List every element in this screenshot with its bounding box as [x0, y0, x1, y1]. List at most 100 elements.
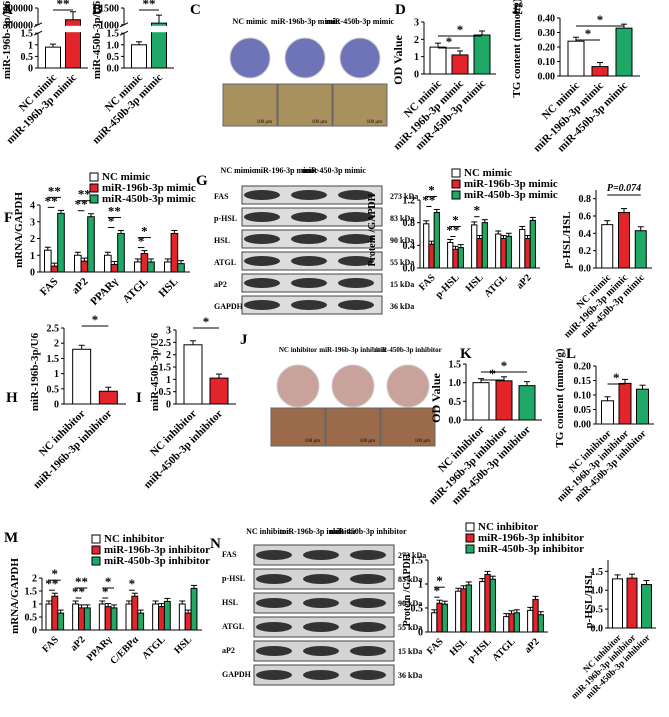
G-band: [291, 300, 327, 310]
N-legend-label: NC inhibitor: [478, 521, 538, 533]
G-quant-ytick-label: 0.4: [403, 241, 416, 252]
F-ytick-label: 3: [30, 217, 35, 228]
M-bar: [45, 603, 53, 631]
N-row-label: p-HSL: [222, 574, 245, 583]
N-ratio-ytick-label: 0.5: [591, 605, 604, 616]
N-band: [303, 574, 339, 584]
N-band: [350, 598, 386, 608]
N-quant-bar: [484, 573, 491, 633]
G-quant-ytick-label: 0.0: [403, 264, 416, 275]
G-quant-xtick-label: aP2: [514, 272, 533, 291]
N-legend-swatch: [465, 522, 475, 532]
N-legend-label: miR-450b-3p inhibitor: [478, 543, 584, 555]
N-quant-ytick-label: 1.5: [411, 556, 424, 567]
F-ytick-label: 2: [30, 234, 35, 245]
M-ytick-label: 1.5: [25, 587, 38, 598]
B-ytick-label: 1500: [99, 4, 119, 15]
C-scale: 100 μm: [367, 120, 382, 125]
M-sig-star: *: [102, 584, 109, 599]
G-legend-label: miR-450b-3p mimic: [464, 189, 558, 201]
C-dish: [229, 37, 271, 79]
K-ytick-label: 1.0: [449, 378, 462, 389]
G-ratio-ytick-label: 0.0: [579, 264, 592, 275]
G-band: [291, 278, 327, 288]
G-quant-bar: [457, 247, 464, 269]
G-legend-label: NC mimic: [464, 167, 512, 179]
E-sig-star: *: [597, 12, 604, 27]
I-sig-star: *: [203, 314, 210, 329]
N-band: [256, 622, 292, 632]
M-ytick-label: 0.5: [25, 613, 38, 624]
K-bar: [518, 385, 536, 421]
F-sig-star: **: [108, 203, 121, 218]
D-ylabel: OD Value: [391, 34, 405, 84]
G-quant-bar: [471, 224, 478, 269]
M-bar: [72, 603, 80, 631]
G-band: [338, 234, 374, 244]
I-ytick-label: 3: [166, 326, 171, 337]
G-band: [244, 190, 280, 200]
F-bar: [177, 263, 185, 273]
F-bar: [147, 261, 155, 273]
J-scale: 100 μm: [360, 439, 375, 444]
G-row-label: HSL: [214, 236, 230, 245]
N-kda: 15 kDa: [398, 647, 422, 656]
M-bar: [78, 607, 85, 631]
G-quant-bar: [428, 243, 435, 269]
M-legend-swatch: [91, 556, 101, 566]
G-quant-bar: [481, 222, 488, 269]
N-band: [350, 550, 386, 560]
B-bar-break-gap: [150, 25, 168, 33]
H-sig-star: *: [92, 312, 99, 327]
G-quant-bar: [452, 248, 459, 269]
G-ratio-ytick-label: 0.4: [579, 229, 592, 240]
C-header: NC mimic: [233, 17, 268, 26]
N-quant-sig-star: *: [434, 583, 441, 598]
J-dish: [331, 364, 375, 408]
G-row-label: aP2: [214, 280, 227, 289]
B-ytick-label: 0.0: [107, 64, 120, 75]
N-quant-bar: [503, 616, 510, 633]
A-bar: [45, 46, 61, 69]
F-bar: [104, 254, 112, 273]
F-legend-swatch: [89, 194, 99, 204]
D-bar: [429, 46, 447, 75]
M-bar: [137, 612, 145, 631]
F-legend-swatch: [89, 172, 99, 182]
M-legend-swatch: [91, 545, 101, 555]
F-panel-label: F: [4, 210, 13, 226]
H-ytick-label: 2: [54, 339, 59, 350]
M-bar: [83, 607, 91, 631]
H-panel-label: H: [6, 390, 18, 406]
N-kda: 36 kDa: [398, 671, 422, 680]
N-ratio-bar: [626, 577, 638, 629]
E-panel-label: E: [513, 2, 523, 18]
N-row-label: FAS: [222, 550, 237, 559]
M-bar: [131, 595, 139, 631]
N-quant-bar: [489, 578, 496, 633]
M-legend-label: miR-196b-3p inhibitor: [104, 544, 210, 556]
G-panel-label: G: [196, 173, 208, 189]
M-legend-swatch: [91, 534, 101, 544]
H-ytick-label: 1: [54, 369, 59, 380]
N-legend-swatch: [465, 544, 475, 554]
N-kda: 273 kDa: [398, 551, 426, 560]
M-xtick-label: FAS: [40, 634, 61, 655]
J-header: miR-196b-3p inhibitor: [319, 346, 386, 354]
N-band: [303, 646, 339, 656]
N-quant-bar: [508, 613, 515, 633]
M-bar: [125, 603, 133, 631]
N-quant-bar: [465, 584, 472, 633]
H-ytick-label: 2.5: [47, 324, 60, 335]
I-ytick-label: 0.5: [159, 387, 172, 398]
M-legend-label: NC inhibitor: [104, 533, 164, 545]
G-band: [338, 212, 374, 222]
G-quant-bar: [447, 242, 454, 269]
N-quant-ylabel: Protein /GAPDH: [402, 553, 413, 626]
A-ytick-label: 400000: [3, 4, 33, 15]
G-header: miR-450-3p mimic: [302, 166, 366, 175]
C-micrograph: [277, 83, 333, 127]
I-ytick-label: 2: [166, 350, 171, 361]
M-sig-star: *: [129, 576, 136, 591]
N-ratio-xtick-label: miR-196b-3p inhibitor: [569, 632, 637, 700]
